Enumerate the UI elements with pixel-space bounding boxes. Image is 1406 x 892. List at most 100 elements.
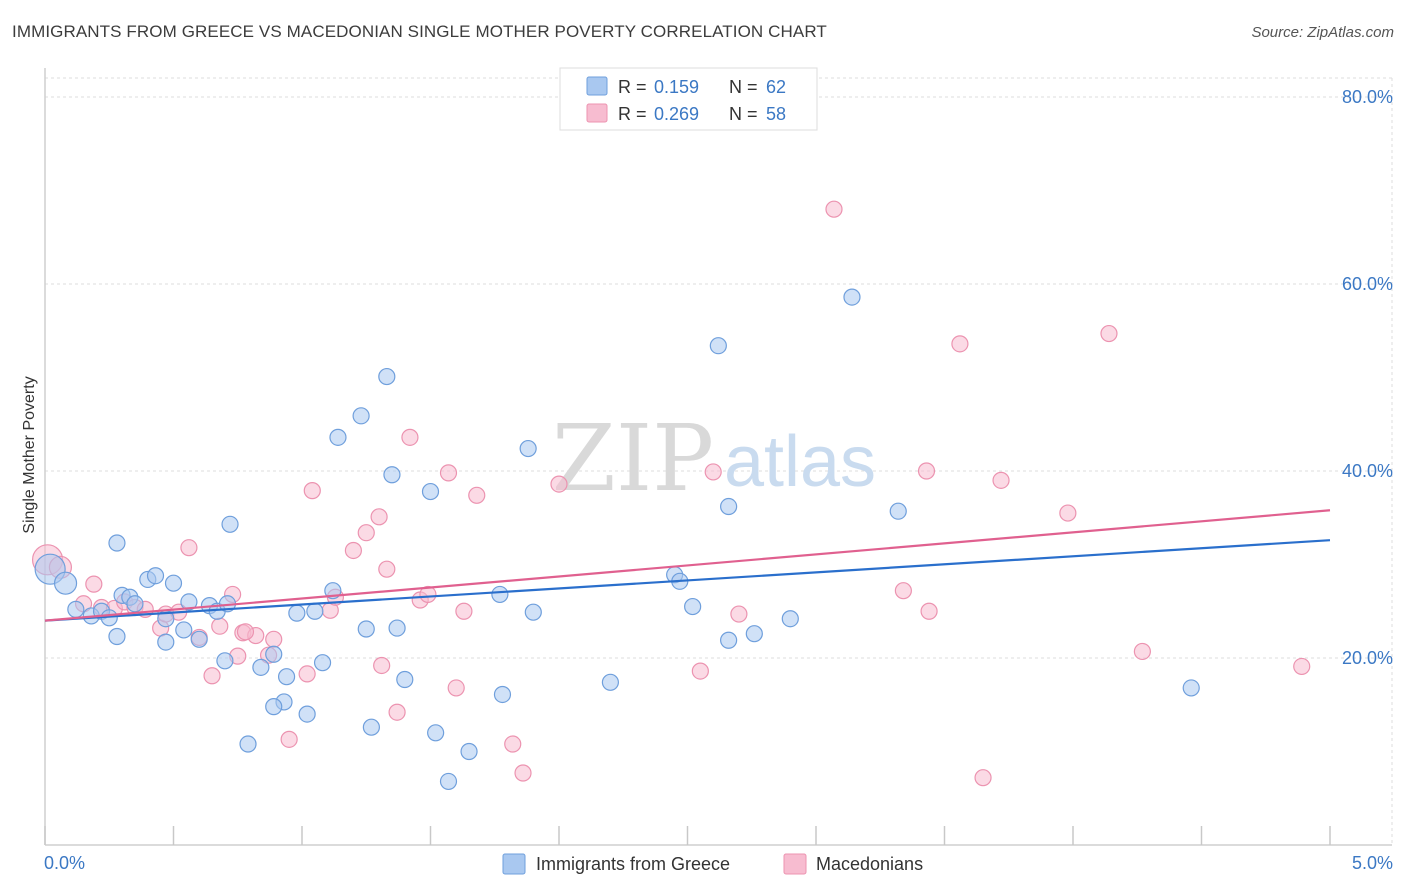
greece-point (108, 627, 126, 646)
stats-blue-n-value: 62 (766, 77, 786, 97)
source-credit: Source: ZipAtlas.com (1251, 24, 1394, 41)
greece-point (221, 515, 239, 533)
greece-point (53, 571, 78, 595)
macedonians-point (280, 730, 298, 748)
macedonians-point (388, 703, 406, 721)
greece-point (519, 439, 537, 458)
greece-point (781, 610, 799, 628)
macedonians-point (378, 560, 396, 578)
macedonians-point (180, 539, 198, 557)
greece-point (421, 482, 440, 501)
x-tick-label-max: 5.0% (1352, 853, 1393, 873)
greece-point (357, 620, 375, 638)
macedonians-point (992, 471, 1010, 489)
y-tick-label: 80.0% (1342, 87, 1393, 107)
greece-point (439, 772, 458, 791)
stats-legend-blue-swatch (586, 76, 608, 96)
greece-point (265, 698, 283, 716)
macedonians-point (401, 428, 419, 446)
macedonians-point (373, 656, 391, 675)
greece-point (252, 658, 270, 676)
x-tick-label-min: 0.0% (44, 853, 85, 873)
stats-pink-n-label: N = (729, 104, 758, 124)
greece-point (352, 407, 370, 425)
legend-greece-label: Immigrants from Greece (536, 854, 730, 874)
macedonians-point (514, 764, 532, 782)
macedonians-point (730, 605, 748, 623)
grid-lines (45, 77, 1393, 845)
macedonians-point (951, 335, 969, 353)
y-tick-label: 40.0% (1342, 461, 1393, 481)
legend-macedonians-label: Macedonians (816, 854, 923, 874)
macedonians-point (203, 667, 221, 685)
greece-point (491, 585, 509, 604)
macedonians-point (211, 617, 229, 635)
macedonians-point (974, 769, 992, 787)
greece-point (524, 603, 542, 621)
macedonians-point (455, 602, 473, 620)
axes (44, 68, 1392, 846)
watermark-zip: ZIP (552, 405, 714, 512)
greece-point (388, 619, 406, 637)
greece-point (67, 600, 85, 618)
macedonians-point (825, 200, 843, 218)
greece-point (427, 724, 445, 742)
macedonians-point (1133, 642, 1151, 661)
greece-point (180, 593, 198, 611)
macedonians-point (447, 679, 465, 697)
greece-point (265, 645, 283, 663)
chart-title: IMMIGRANTS FROM GREECE VS MACEDONIAN SIN… (12, 22, 827, 41)
macedonians-point (920, 602, 938, 620)
bottom-legend: Immigrants from Greece Macedonians (502, 853, 923, 875)
greece-point (1182, 679, 1200, 697)
stats-blue-r-label: R = (618, 77, 647, 97)
macedonians-point (917, 462, 936, 480)
greece-point (601, 673, 620, 691)
y-tick-label: 60.0% (1342, 274, 1393, 294)
macedonians-point (236, 623, 255, 641)
macedonians-point (303, 482, 321, 500)
greece-point (239, 735, 257, 753)
greece-point (362, 718, 380, 736)
greece-point (378, 367, 396, 386)
greece-point (843, 288, 861, 306)
trend-lines (44, 509, 1331, 622)
greece-point (157, 633, 175, 651)
greece-trend-line (44, 539, 1331, 622)
macedonians-point (265, 630, 283, 648)
watermark: ZIP atlas (552, 405, 876, 512)
legend-macedonians-swatch (783, 853, 807, 875)
greece-point (493, 685, 512, 704)
macedonians-point (439, 464, 458, 482)
greece-point (164, 574, 183, 592)
macedonians-trend-line (44, 509, 1331, 622)
macedonians-point (370, 508, 388, 526)
greece-point (216, 652, 234, 670)
macedonians-point (1100, 324, 1118, 343)
greece-point (889, 502, 907, 520)
macedonians-point (468, 486, 486, 504)
greece-point (745, 625, 763, 643)
greece-point (329, 428, 347, 446)
macedonians-point (691, 662, 709, 680)
stats-pink-r-label: R = (618, 104, 647, 124)
macedonians-point (344, 541, 362, 560)
greece-point (720, 631, 738, 649)
macedonians-point (85, 575, 103, 593)
greece-point (396, 670, 414, 689)
legend-greece-swatch (502, 853, 526, 875)
greece-point (383, 466, 401, 484)
greece-point (126, 595, 144, 613)
macedonians-point (298, 665, 316, 683)
macedonians-point (550, 475, 568, 493)
macedonians-point (894, 582, 912, 600)
series-greece-points (34, 288, 1200, 791)
macedonians-point (704, 463, 722, 481)
macedonians-point (1293, 657, 1311, 676)
greece-point (460, 742, 478, 761)
stats-blue-n-label: N = (729, 77, 758, 97)
greece-point (709, 337, 727, 355)
y-tick-label: 20.0% (1342, 648, 1393, 668)
greece-point (298, 705, 316, 723)
